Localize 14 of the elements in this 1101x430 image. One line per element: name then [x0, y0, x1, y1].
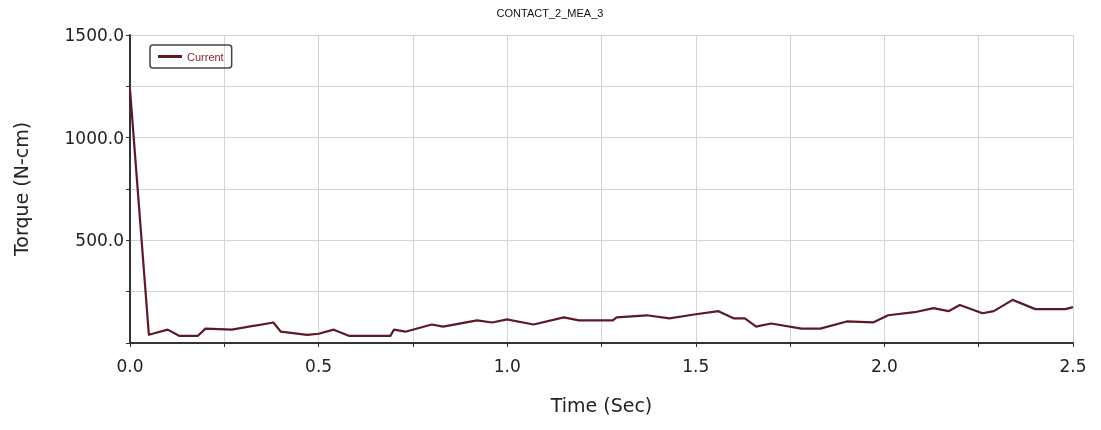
y-tick-label: 1500.0 — [64, 25, 124, 45]
legend-label: Current — [187, 50, 224, 63]
x-tick-label: 0.5 — [305, 355, 333, 376]
y-axis-title: Torque (N-cm) — [9, 121, 32, 258]
x-tick-label: 1.0 — [493, 355, 521, 376]
y-tick-label: 500.0 — [75, 230, 124, 251]
x-tick-label: 2.5 — [1059, 355, 1087, 376]
x-axis-title: Time (Sec) — [549, 393, 653, 416]
x-tick-label: 0.0 — [116, 355, 144, 376]
line-series — [128, 88, 1075, 337]
x-tick-label: 2.0 — [870, 355, 898, 376]
x-tick-label: 1.5 — [682, 355, 710, 376]
chart-title: CONTACT_2_MEA_3 — [496, 6, 604, 19]
y-tick-label: 1000.0 — [64, 127, 124, 148]
